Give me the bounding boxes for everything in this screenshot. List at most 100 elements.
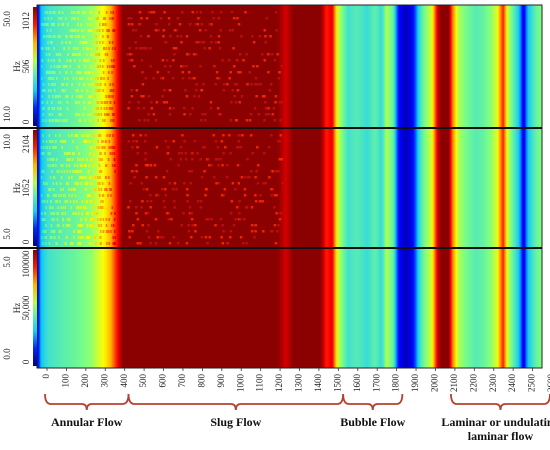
streak-mark [95, 89, 97, 92]
streak-mark [93, 188, 96, 191]
streak-mark [63, 140, 66, 143]
streak-mark [74, 47, 77, 50]
streak-mark [204, 236, 208, 239]
streak-mark [72, 140, 74, 143]
streak-mark [42, 119, 44, 122]
streak-mark [103, 59, 105, 62]
streak-mark [237, 23, 241, 26]
streak-mark [96, 53, 99, 56]
streak-mark [48, 113, 51, 116]
streak-mark [223, 188, 227, 191]
streak-mark [49, 206, 51, 209]
streak-mark [188, 53, 191, 56]
streak-mark [44, 23, 47, 26]
streak-mark [205, 218, 208, 221]
streak-mark [78, 119, 81, 122]
streak-mark [78, 101, 80, 104]
x-tick-label: 1100 [255, 374, 265, 392]
streak-mark [108, 113, 110, 116]
streak-mark [240, 134, 244, 137]
streak-mark [210, 164, 214, 167]
streak-mark [63, 47, 66, 50]
streak-mark [88, 17, 90, 20]
streak-mark [215, 182, 218, 185]
streak-mark [54, 236, 56, 239]
streak-mark [53, 212, 56, 215]
streak-mark [259, 194, 262, 197]
streak-mark [217, 164, 220, 167]
streak-mark [156, 236, 159, 239]
streak-mark [95, 35, 98, 38]
streak-mark [51, 170, 54, 173]
streak-mark [41, 95, 43, 98]
streak-mark [78, 113, 81, 116]
streak-mark [83, 65, 86, 68]
streak-mark [162, 176, 166, 179]
x-tick-label: 700 [177, 374, 187, 388]
streak-mark [77, 89, 79, 92]
streak-mark [104, 152, 106, 155]
streak-mark [89, 11, 91, 14]
streak-mark [111, 41, 114, 44]
streak-mark [81, 134, 83, 137]
streak-mark [79, 41, 82, 44]
streak-mark [73, 236, 75, 239]
streak-mark [278, 218, 282, 221]
streak-mark [50, 59, 53, 62]
streak-mark [77, 224, 80, 227]
streak-mark [93, 113, 95, 116]
streak-mark [133, 176, 136, 179]
streak-mark [165, 101, 168, 104]
streak-mark [220, 194, 224, 197]
streak-mark [65, 152, 67, 155]
streak-mark [57, 119, 59, 122]
streak-mark [98, 170, 101, 173]
streak-mark [201, 41, 204, 44]
streak-mark [42, 107, 44, 110]
streak-mark [92, 164, 94, 167]
streak-mark [112, 89, 115, 92]
streak-mark [138, 119, 141, 122]
streak-mark [87, 101, 90, 104]
streak-mark [154, 29, 158, 32]
streak-mark [108, 71, 110, 74]
streak-mark [243, 194, 247, 197]
x-tick-label: 1400 [313, 374, 323, 393]
streak-mark [71, 194, 73, 197]
streak-mark [88, 119, 91, 122]
heatmap-panel-top [37, 5, 542, 128]
streak-mark [81, 35, 84, 38]
side-tick-label: 10.0 [2, 134, 12, 150]
streak-mark [92, 83, 94, 86]
streak-mark [183, 107, 186, 110]
streak-mark [201, 113, 204, 116]
streak-mark [66, 200, 69, 203]
streak-mark [79, 158, 81, 161]
side-tick-label: 5.0 [2, 256, 12, 268]
streak-mark [167, 71, 170, 74]
streak-mark [223, 83, 226, 86]
streak-mark [50, 65, 52, 68]
streak-mark [102, 194, 105, 197]
streak-mark [167, 146, 170, 149]
streak-mark [85, 71, 87, 74]
streak-mark [78, 35, 80, 38]
streak-mark [179, 158, 183, 161]
streak-mark [236, 164, 240, 167]
streak-mark [149, 206, 152, 209]
streak-mark [140, 206, 143, 209]
streak-mark [73, 200, 75, 203]
streak-mark [48, 188, 51, 191]
streak-mark [110, 230, 112, 233]
streak-mark [51, 101, 53, 104]
streak-mark [46, 182, 48, 185]
streak-mark [84, 11, 86, 14]
streak-mark [73, 230, 75, 233]
streak-mark [51, 146, 54, 149]
streak-mark [191, 11, 194, 14]
streak-mark [139, 47, 142, 50]
streak-mark [161, 188, 164, 191]
streak-mark [47, 71, 50, 74]
streak-mark [198, 41, 201, 44]
streak-mark [47, 47, 49, 50]
